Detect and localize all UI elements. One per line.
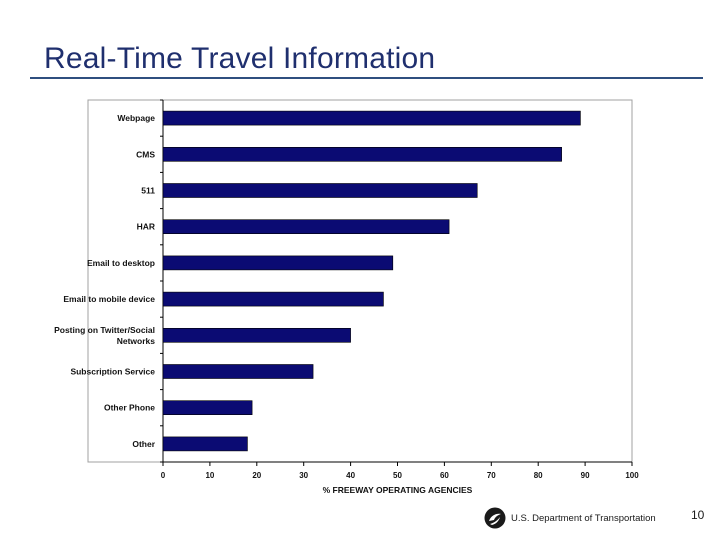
- bar-4: [162, 255, 394, 271]
- slide-title: Real-Time Travel Information: [44, 42, 436, 75]
- category-label: Email to desktop: [87, 258, 155, 268]
- bar-7: [162, 364, 314, 379]
- x-axis-title: % FREEWAY OPERATING AGENCIES: [323, 485, 473, 495]
- category-label: Subscription Service: [70, 367, 155, 377]
- x-tick-label: 60: [440, 471, 449, 480]
- footer: U.S. Department of Transportation: [484, 507, 656, 529]
- x-tick-label: 10: [205, 471, 214, 480]
- x-tick-label: 40: [346, 471, 355, 480]
- category-label: Other: [132, 439, 155, 449]
- category-label: Email to mobile device: [63, 294, 155, 304]
- bar-3: [162, 219, 450, 234]
- bar-8: [162, 400, 253, 416]
- bar-2: [162, 183, 478, 198]
- x-tick-label: 30: [299, 471, 308, 480]
- bar-1: [162, 147, 562, 162]
- category-label: Posting on Twitter/Social: [54, 325, 155, 335]
- title-divider: [30, 77, 703, 79]
- x-tick-label: 90: [581, 471, 590, 480]
- bar-9: [162, 436, 248, 452]
- dot-logo-icon: [484, 507, 506, 529]
- bar-5: [162, 291, 384, 307]
- category-label: Networks: [117, 336, 156, 346]
- category-label: Other Phone: [104, 403, 155, 413]
- category-label: Webpage: [117, 113, 155, 123]
- x-tick-label: 80: [534, 471, 543, 480]
- x-tick-label: 50: [393, 471, 402, 480]
- bar-0: [162, 110, 581, 126]
- bar-6: [162, 327, 351, 343]
- x-tick-label: 0: [161, 471, 166, 480]
- x-tick-label: 100: [625, 471, 639, 480]
- category-label: 511: [141, 186, 155, 196]
- footer-text: U.S. Department of Transportation: [511, 512, 656, 524]
- page-number: 10: [691, 508, 705, 522]
- category-label: HAR: [137, 222, 155, 232]
- category-label: CMS: [136, 149, 155, 159]
- x-tick-label: 20: [252, 471, 261, 480]
- x-tick-label: 70: [487, 471, 496, 480]
